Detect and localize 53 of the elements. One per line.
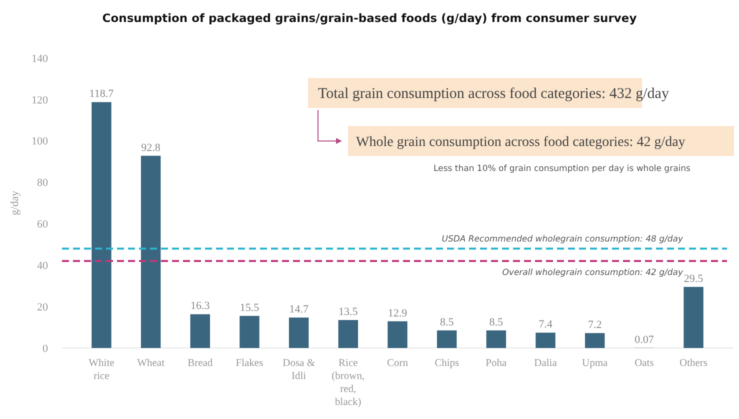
bar: [190, 314, 210, 348]
annotation: Total grain consumption across food categories: 432 g/day: [318, 86, 670, 102]
bar: [584, 333, 605, 348]
data-label: 0.07: [634, 334, 654, 346]
bar: [288, 318, 309, 348]
data-label: 16.3: [190, 300, 210, 312]
chart-title: Consumption of packaged grains/grain-based foods (g/day) from consumer survey: [102, 11, 638, 25]
x-tick-label: Dalia: [534, 358, 558, 369]
x-tick-label: Dosa & Idli: [282, 358, 316, 382]
bar: [536, 332, 556, 348]
ref-line-label: Overall wholegrain consumption: 42 g/day: [502, 268, 684, 278]
y-tick-label: 120: [32, 94, 48, 106]
data-label: 13.5: [338, 306, 358, 318]
y-tick-label: 60: [37, 218, 48, 231]
bar: [486, 330, 506, 348]
data-label: 15.5: [240, 302, 260, 314]
data-label: 7.4: [538, 318, 553, 331]
data-label: 29.5: [684, 272, 704, 285]
bar: [436, 330, 457, 348]
ref-line-label: USDA Recommended wholegrain consumption: 48 g/day: [442, 234, 684, 245]
bar: [684, 286, 704, 348]
y-tick-label: 100: [32, 136, 48, 148]
y-tick-label: 40: [37, 260, 48, 272]
x-tick-label: Oats: [634, 358, 654, 369]
x-tick-label: Upma: [582, 358, 608, 369]
x-tick-label: Chips: [434, 358, 460, 369]
y-tick-label: 140: [32, 52, 48, 65]
x-tick-label: Rice (brown, red, black): [332, 358, 365, 408]
y-tick-label: 20: [37, 301, 48, 314]
bar: [240, 316, 260, 348]
y-tick-label: 80: [37, 177, 48, 190]
y-tick-label: 0: [42, 342, 48, 355]
x-tick-label: White rice: [88, 358, 115, 382]
data-label: 92.8: [141, 142, 161, 154]
data-label: 12.9: [388, 307, 408, 320]
x-tick-label: Corn: [387, 358, 409, 369]
bar: [140, 156, 161, 348]
x-tick-label: Flakes: [236, 358, 264, 369]
data-label: 118.7: [89, 88, 114, 100]
bar: [338, 320, 358, 348]
annotation: Less than 10% of grain consumption per day is whole grains: [434, 164, 692, 174]
x-tick-label: Others: [680, 358, 708, 369]
annotation: Whole grain consumption across food categories: 42 g/day: [356, 135, 686, 150]
bar: [388, 321, 408, 348]
data-label: 8.5: [440, 316, 454, 328]
x-tick-label: Wheat: [137, 358, 165, 369]
x-tick-label: Bread: [188, 358, 214, 369]
bar: [92, 102, 112, 348]
data-label: 8.5: [489, 316, 504, 328]
x-tick-label: Poha: [486, 358, 508, 369]
data-label: 7.2: [588, 319, 602, 332]
y-axis-title: g/day: [9, 190, 21, 216]
data-label: 14.7: [289, 304, 309, 316]
